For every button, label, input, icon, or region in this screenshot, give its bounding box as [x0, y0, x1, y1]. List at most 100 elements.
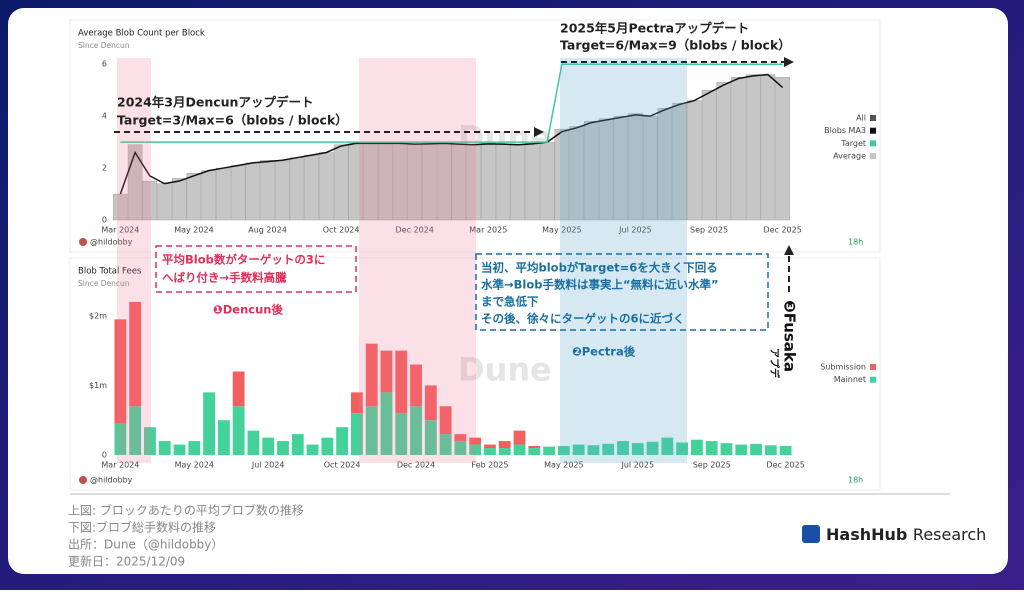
x-tick-label: Jul 2025	[621, 461, 655, 470]
y-tick-label: $2m	[89, 311, 107, 320]
bar	[720, 443, 733, 455]
bar	[129, 301, 142, 407]
highlight	[359, 58, 476, 463]
annotation: 平均Blob数がターゲットの3に	[162, 253, 325, 267]
bar	[498, 441, 511, 449]
arrowhead	[534, 127, 544, 137]
x-tick-label: Sep 2025	[693, 461, 731, 470]
bar	[705, 441, 718, 455]
bar	[144, 427, 156, 455]
bar	[410, 406, 422, 455]
highlight	[560, 58, 687, 463]
bar	[424, 385, 437, 421]
bar	[306, 444, 319, 455]
chart-title: Blob Total Fees	[78, 267, 142, 277]
bar	[691, 439, 703, 455]
annotation: Target=6/Max=9（blobs / block）	[560, 38, 791, 53]
x-tick-label: Mar 2024	[101, 226, 139, 235]
bar	[661, 437, 674, 455]
legend-label: All	[856, 114, 866, 123]
annotation: 2025年5月Pectraアップデート	[560, 21, 749, 36]
annotations	[114, 61, 790, 331]
bar	[498, 448, 511, 455]
annotation: Target=3/Max=6（blobs / block）	[117, 113, 348, 128]
caption: 更新日：2025/12/09	[68, 554, 185, 569]
arrowhead	[784, 57, 794, 67]
bar	[260, 160, 275, 221]
annotation: アプデ	[768, 348, 781, 379]
bar	[319, 152, 334, 221]
bar	[186, 173, 202, 221]
bar	[157, 183, 172, 221]
bar	[454, 434, 467, 442]
avatar	[79, 476, 87, 484]
bar	[380, 350, 393, 393]
bar	[333, 144, 349, 221]
x-tick-label: May 2024	[175, 461, 214, 470]
y-tick-label: 6	[102, 60, 107, 69]
bar	[232, 406, 245, 455]
bar	[510, 144, 525, 221]
bar	[750, 443, 762, 455]
bar	[779, 445, 792, 455]
bar	[543, 446, 555, 455]
bar	[201, 170, 216, 221]
bar	[247, 430, 260, 455]
bar	[646, 441, 659, 455]
caption: 下図:ブロブ総手数料の推移	[68, 520, 216, 535]
annotation: まで急低下	[481, 295, 539, 309]
x-tick-label: Dec 2025	[766, 461, 804, 470]
blue-box	[475, 253, 769, 331]
annotation: その後、徐々にターゲットの6に近づく	[481, 312, 685, 326]
legend-swatch	[870, 153, 876, 160]
bar	[657, 108, 673, 221]
y-tick-label: 0	[102, 216, 107, 225]
plots: Average Blob Count per Block Since Dencun…	[78, 29, 876, 485]
bar	[439, 434, 452, 455]
bar	[114, 319, 127, 424]
legend-label: Target	[840, 139, 866, 148]
age: 18h	[848, 476, 863, 485]
bar	[598, 118, 614, 221]
bar	[569, 126, 584, 221]
legend-swatch	[870, 115, 876, 121]
bar	[484, 444, 496, 449]
bar	[528, 445, 541, 449]
x-tick-label: Sep 2025	[690, 226, 728, 235]
legend-swatch	[870, 140, 876, 147]
brand-suffix: Research	[913, 525, 986, 544]
chart-title: Average Blob Count per Block	[78, 29, 205, 39]
watermark: Dune	[458, 351, 552, 389]
arrowheads	[534, 57, 794, 255]
bar	[481, 143, 496, 221]
bar	[158, 441, 171, 455]
annotation: ❸Fusaka	[781, 300, 799, 372]
y-tick-label: $1m	[89, 381, 107, 390]
bar	[764, 445, 777, 455]
bar	[439, 406, 452, 435]
line	[119, 73, 784, 195]
legend-swatch	[870, 364, 876, 370]
brand: HashHub Research	[826, 525, 986, 544]
bar	[380, 392, 393, 455]
bar	[262, 437, 275, 455]
bar	[495, 144, 511, 221]
bar	[245, 162, 261, 221]
bar	[395, 413, 408, 455]
bar	[188, 441, 201, 455]
bar	[572, 444, 585, 455]
avatar	[79, 238, 87, 246]
bar	[173, 444, 186, 455]
bar	[336, 427, 349, 455]
bar	[171, 178, 187, 221]
bar	[731, 76, 746, 221]
bar	[365, 343, 378, 407]
bar	[351, 413, 363, 455]
bar	[557, 445, 570, 455]
legend-label: Blobs MA3	[824, 126, 866, 135]
bar	[672, 102, 687, 221]
bar	[760, 74, 776, 221]
x-tick-label: Dec 2024	[396, 226, 434, 235]
bar	[631, 443, 644, 455]
